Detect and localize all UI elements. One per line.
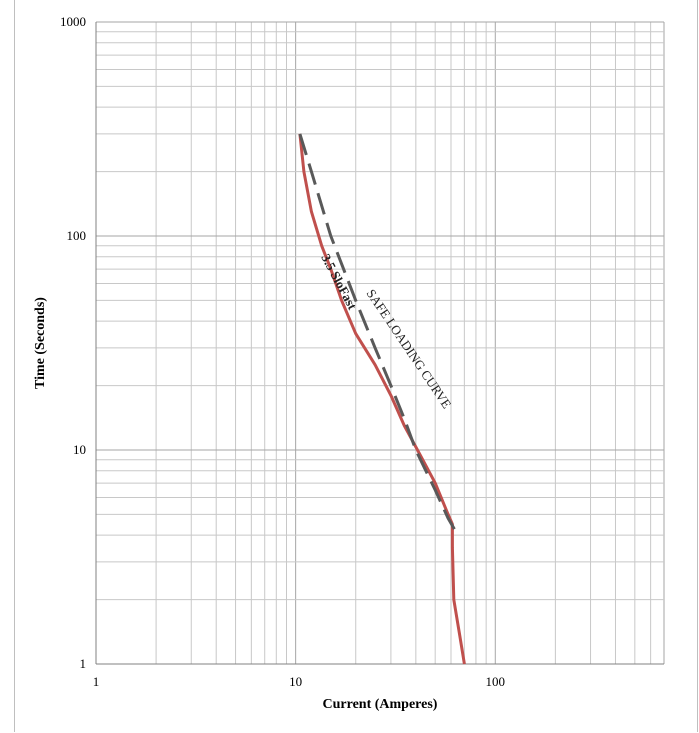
y-axis-title: Time (Seconds) bbox=[33, 297, 48, 389]
slofast-curve-line bbox=[298, 133, 466, 665]
y-tick-label: 1 bbox=[80, 656, 87, 671]
safe-loading-curve-line bbox=[298, 133, 460, 536]
chart-frame bbox=[14, 0, 698, 732]
x-axis-title: Current (Amperes) bbox=[323, 697, 438, 712]
tick-labels: 1 10 100 1000 100 10 1 bbox=[60, 14, 505, 689]
x-tick-label: 1 bbox=[93, 674, 100, 689]
y-tick-label: 10 bbox=[73, 442, 86, 457]
y-tick-label: 100 bbox=[67, 228, 87, 243]
grid-lines bbox=[95, 21, 665, 665]
x-tick-label: 10 bbox=[289, 674, 302, 689]
series-label-safe-loading: SAFE LOADING CURVE bbox=[364, 286, 455, 411]
y-tick-label: 1000 bbox=[60, 14, 86, 29]
series-layer bbox=[298, 133, 466, 665]
x-tick-label: 100 bbox=[486, 674, 506, 689]
